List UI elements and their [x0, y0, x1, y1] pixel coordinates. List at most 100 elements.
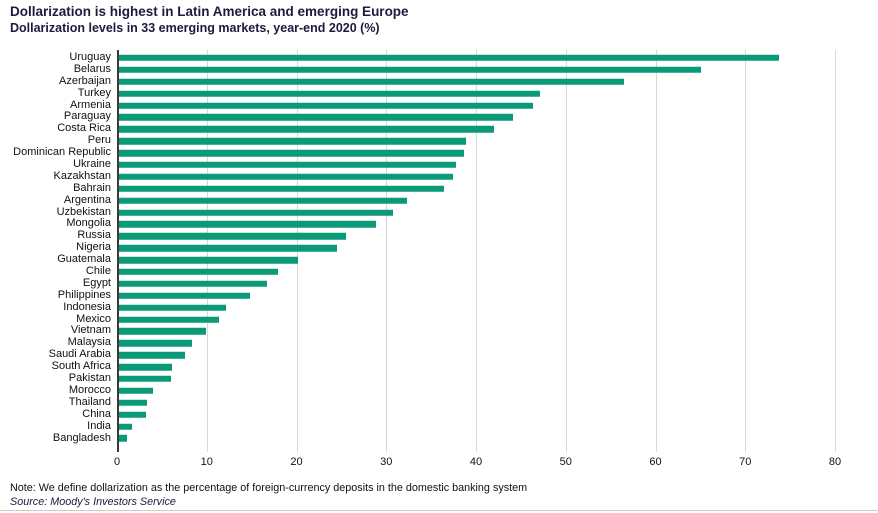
bar-track — [117, 290, 835, 302]
bar — [118, 256, 299, 264]
bar-track — [117, 349, 835, 361]
category-label: Saudi Arabia — [48, 348, 111, 361]
x-tick-label: 0 — [113, 456, 121, 468]
bar-track — [117, 397, 835, 409]
category-label: Egypt — [82, 276, 111, 289]
bar-track — [117, 254, 835, 266]
bar-row: Russia — [0, 229, 878, 242]
bar — [118, 340, 192, 347]
category-label: Russia — [77, 229, 111, 242]
chart-title: Dollarization is highest in Latin Americ… — [10, 4, 409, 19]
bar-row: Costa Rica — [0, 122, 878, 135]
category-label: Kazakhstan — [53, 169, 111, 182]
bar-row: Bahrain — [0, 181, 878, 195]
bar-row: Uruguay — [0, 51, 878, 64]
bar-row: Thailand — [0, 395, 878, 409]
bar-track — [117, 242, 835, 254]
bar-track — [117, 111, 835, 123]
category-label: South Africa — [51, 360, 111, 373]
bar — [118, 221, 377, 228]
bar-track — [117, 64, 835, 76]
bar — [118, 244, 337, 252]
bar-track — [117, 135, 835, 147]
bar — [118, 66, 702, 74]
x-axis-ticks: 0 10 20 30 40 50 60 70 80 — [0, 456, 878, 470]
bar — [118, 268, 278, 276]
category-label: Armenia — [70, 98, 111, 111]
bar — [118, 411, 146, 418]
category-label: Morocco — [68, 383, 111, 396]
bar — [118, 399, 147, 407]
bar-track — [117, 266, 835, 278]
bar-row: Armenia — [0, 98, 878, 112]
bar — [118, 137, 467, 145]
category-label: Bahrain — [73, 181, 111, 194]
bar — [118, 363, 172, 371]
bar-row: India — [0, 420, 878, 433]
bar-row: Indonesia — [0, 301, 878, 314]
x-tick-label: 70 — [739, 456, 752, 468]
bar-track — [117, 409, 835, 421]
x-tick-label: 30 — [380, 456, 393, 468]
bar-row: Mongolia — [0, 218, 878, 230]
gridline — [835, 50, 836, 452]
bar-track — [117, 100, 835, 112]
bar-track — [117, 159, 835, 171]
x-tick-label: 80 — [828, 456, 842, 468]
bar-row: Peru — [0, 134, 878, 147]
category-label: Costa Rica — [57, 122, 111, 135]
bar-row: Philippines — [0, 288, 878, 302]
category-label: Mongolia — [66, 217, 111, 230]
bar-row: Vietnam — [0, 325, 878, 337]
bar — [118, 114, 513, 121]
gridline — [386, 50, 388, 452]
category-label: Turkey — [77, 86, 111, 99]
category-label: Uzbekistan — [56, 205, 111, 218]
bar-row: Uzbekistan — [0, 205, 878, 219]
bar-row: Paraguay — [0, 111, 878, 123]
category-label: Philippines — [57, 288, 111, 301]
bar — [118, 173, 453, 181]
footnote: Note: We define dollarization as the per… — [10, 482, 528, 494]
category-label: Peru — [87, 134, 111, 147]
source-line: Source: Moody's Investors Service — [10, 496, 176, 508]
bar-track — [117, 373, 835, 385]
bar-row: Argentina — [0, 193, 878, 207]
bar-track — [117, 76, 835, 88]
bar-row: Morocco — [0, 383, 878, 397]
x-tick-label: 50 — [559, 456, 572, 468]
bar — [118, 435, 127, 442]
bar-track — [117, 278, 835, 290]
bar-track — [117, 421, 835, 433]
bar — [118, 209, 393, 216]
bar-track — [117, 385, 835, 397]
bar — [118, 90, 540, 97]
bar-row: Saudi Arabia — [0, 348, 878, 361]
bar-chart: Uruguay Belarus Azerbaijan Turkey Armenia Par… — [0, 50, 878, 452]
bar-track — [117, 337, 835, 349]
category-label: Guatemala — [57, 253, 111, 266]
bar-row: Pakistan — [0, 372, 878, 385]
bar — [118, 149, 465, 157]
bar — [118, 292, 250, 299]
gridline — [655, 50, 657, 452]
category-label: Argentina — [63, 193, 111, 206]
bar-rows: Uruguay Belarus Azerbaijan Turkey Armenia Par… — [0, 51, 878, 445]
category-label: Thailand — [68, 395, 111, 408]
bar-track — [117, 230, 835, 242]
gridline — [565, 50, 567, 452]
bar-row: Mexico — [0, 313, 878, 326]
bar-row: Belarus — [0, 62, 878, 76]
bar-track — [117, 147, 835, 159]
gridline — [476, 50, 477, 452]
bar-track — [117, 314, 835, 326]
bar — [118, 351, 186, 359]
bar-track — [117, 183, 835, 195]
bar-row: Turkey — [0, 86, 878, 100]
bar-track — [117, 195, 835, 207]
bar-track — [117, 433, 835, 445]
category-label: Ukraine — [73, 158, 111, 171]
category-label: Belarus — [73, 62, 111, 75]
bottom-divider — [0, 510, 878, 511]
x-tick-label: 40 — [469, 456, 483, 468]
